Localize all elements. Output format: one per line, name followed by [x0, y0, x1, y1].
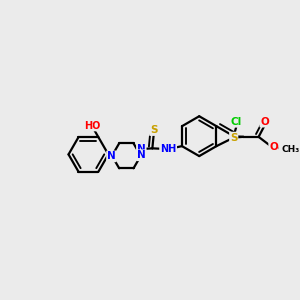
- Text: S: S: [230, 133, 238, 142]
- Text: N: N: [107, 152, 116, 161]
- Text: CH₃: CH₃: [282, 145, 300, 154]
- Text: HO: HO: [84, 121, 100, 130]
- Text: NH: NH: [160, 144, 176, 154]
- Text: O: O: [260, 117, 269, 127]
- Text: N: N: [137, 144, 146, 154]
- Text: N: N: [137, 150, 146, 160]
- Text: O: O: [269, 142, 278, 152]
- Text: Cl: Cl: [231, 117, 242, 127]
- Text: S: S: [150, 125, 158, 135]
